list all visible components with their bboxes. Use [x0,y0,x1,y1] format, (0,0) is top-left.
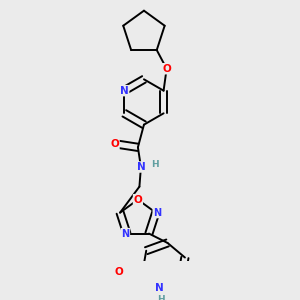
Text: N: N [155,283,164,292]
Text: N: N [121,229,129,238]
Text: N: N [136,162,145,172]
Text: N: N [120,85,129,96]
Text: O: O [110,139,119,149]
Text: O: O [115,266,123,277]
Text: H: H [158,295,165,300]
Text: H: H [151,160,158,169]
Text: O: O [134,195,142,205]
Text: N: N [153,208,161,218]
Text: O: O [162,64,171,74]
